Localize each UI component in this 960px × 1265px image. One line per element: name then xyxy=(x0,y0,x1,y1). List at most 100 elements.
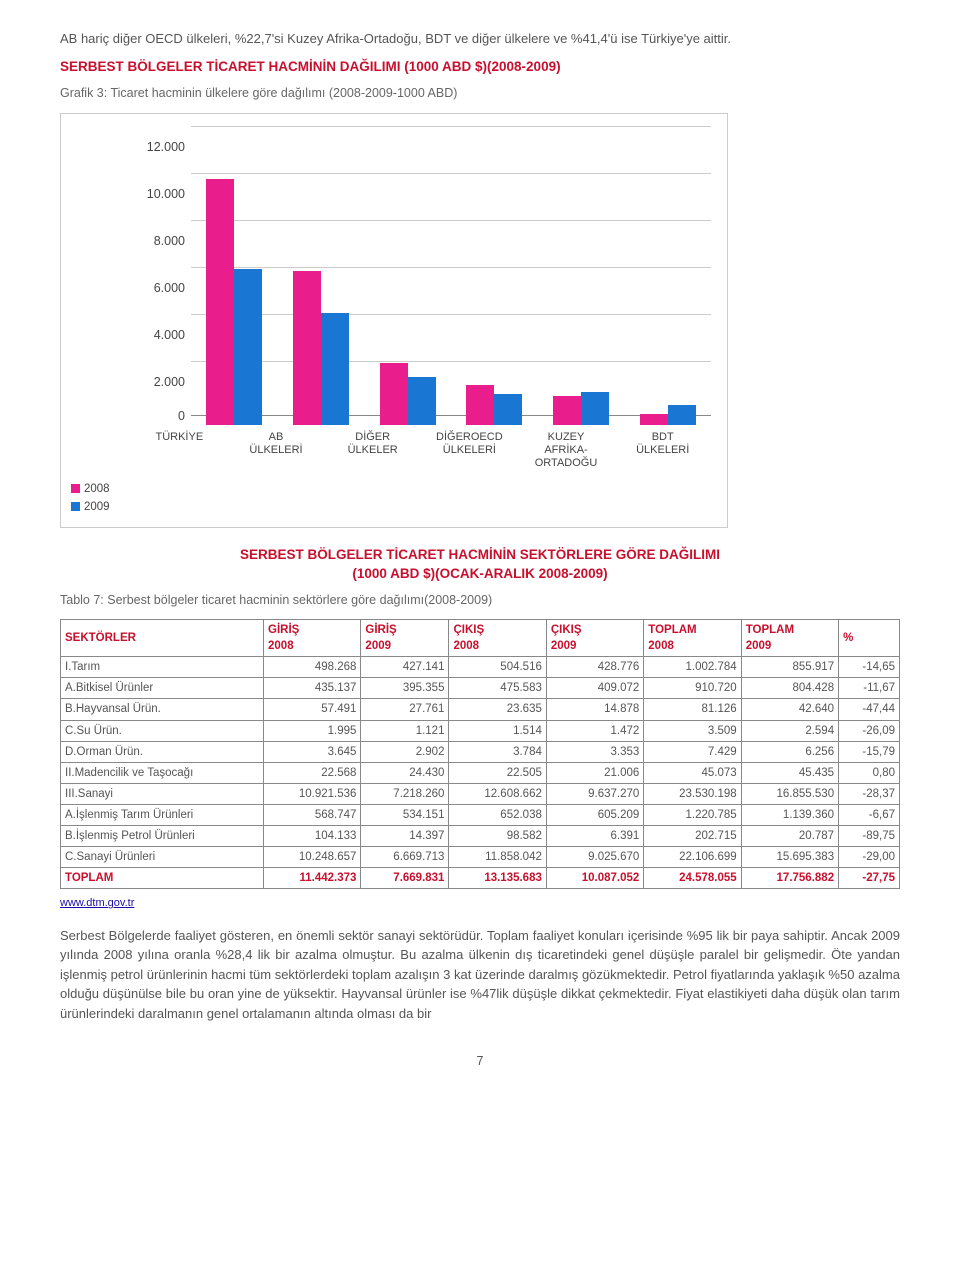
table-row: I.Tarım498.268427.141504.516428.7761.002… xyxy=(61,657,900,678)
value-cell: 409.072 xyxy=(546,678,643,699)
y-tick-label: 6.000 xyxy=(131,280,191,298)
chart-legend: 20082009 xyxy=(71,479,125,517)
value-cell: 475.583 xyxy=(449,678,546,699)
sector-table: SEKTÖRLERGİRİŞ2008GİRİŞ2009ÇIKIŞ2008ÇIKI… xyxy=(60,619,900,889)
table-header: % xyxy=(839,620,900,657)
table-heading-line2: (1000 ABD $)(OCAK-ARALIK 2008-2009) xyxy=(352,566,607,581)
value-cell: 1.472 xyxy=(546,720,643,741)
bar-group xyxy=(278,271,365,425)
sector-name-cell: D.Orman Ürün. xyxy=(61,741,264,762)
value-cell: 504.516 xyxy=(449,657,546,678)
table-header: GİRİŞ2009 xyxy=(361,620,449,657)
value-cell: 21.006 xyxy=(546,762,643,783)
value-cell: 16.855.530 xyxy=(741,783,838,804)
legend-swatch xyxy=(71,502,80,511)
value-cell: 910.720 xyxy=(644,678,741,699)
value-cell: 605.209 xyxy=(546,804,643,825)
value-cell: 81.126 xyxy=(644,699,741,720)
value-cell: 98.582 xyxy=(449,826,546,847)
bar-2008 xyxy=(466,385,494,425)
value-cell: -89,75 xyxy=(839,826,900,847)
value-cell: 1.139.360 xyxy=(741,804,838,825)
bar-group xyxy=(364,363,451,425)
table-header: TOPLAM2008 xyxy=(644,620,741,657)
value-cell: 1.220.785 xyxy=(644,804,741,825)
table-row: D.Orman Ürün.3.6452.9023.7843.3537.4296.… xyxy=(61,741,900,762)
value-cell: 202.715 xyxy=(644,826,741,847)
total-value-cell: 11.442.373 xyxy=(264,868,361,889)
bar-group xyxy=(624,405,711,425)
sector-name-cell: B.Hayvansal Ürün. xyxy=(61,699,264,720)
value-cell: 6.256 xyxy=(741,741,838,762)
value-cell: 9.637.270 xyxy=(546,783,643,804)
chart-section-heading: SERBEST BÖLGELER TİCARET HACMİNİN DAĞILI… xyxy=(60,58,900,77)
value-cell: -29,00 xyxy=(839,847,900,868)
x-tick-label: KUZEYAFRİKA-ORTADOĞU xyxy=(518,431,615,471)
y-tick-label: 0 xyxy=(131,408,191,426)
sector-name-cell: C.Sanayi Ürünleri xyxy=(61,847,264,868)
value-cell: 498.268 xyxy=(264,657,361,678)
table-header: ÇIKIŞ2009 xyxy=(546,620,643,657)
bar-2008 xyxy=(640,414,668,425)
value-cell: 3.509 xyxy=(644,720,741,741)
bar-2009 xyxy=(408,377,436,425)
bar-group xyxy=(191,179,278,425)
bar-2009 xyxy=(321,313,349,425)
value-cell: 2.902 xyxy=(361,741,449,762)
sector-name-cell: A.Bitkisel Ürünler xyxy=(61,678,264,699)
bar-2009 xyxy=(581,392,609,425)
legend-swatch xyxy=(71,484,80,493)
value-cell: 3.645 xyxy=(264,741,361,762)
value-cell: -26,09 xyxy=(839,720,900,741)
table-heading: SERBEST BÖLGELER TİCARET HACMİNİN SEKTÖR… xyxy=(60,546,900,584)
bar-group xyxy=(451,385,538,425)
value-cell: -14,65 xyxy=(839,657,900,678)
sector-name-cell: III.Sanayi xyxy=(61,783,264,804)
value-cell: 428.776 xyxy=(546,657,643,678)
value-cell: 1.002.784 xyxy=(644,657,741,678)
table-header: GİRİŞ2008 xyxy=(264,620,361,657)
value-cell: 14.397 xyxy=(361,826,449,847)
table-caption: Tablo 7: Serbest bölgeler ticaret hacmin… xyxy=(60,592,900,610)
value-cell: 6.669.713 xyxy=(361,847,449,868)
value-cell: 1.995 xyxy=(264,720,361,741)
value-cell: 7.218.260 xyxy=(361,783,449,804)
value-cell: 45.435 xyxy=(741,762,838,783)
table-row: B.Hayvansal Ürün.57.49127.76123.63514.87… xyxy=(61,699,900,720)
legend-item: 2008 xyxy=(71,481,125,497)
value-cell: 42.640 xyxy=(741,699,838,720)
value-cell: 57.491 xyxy=(264,699,361,720)
table-row: A.Bitkisel Ürünler435.137395.355475.5834… xyxy=(61,678,900,699)
value-cell: 22.505 xyxy=(449,762,546,783)
table-row: II.Madencilik ve Taşocağı22.56824.43022.… xyxy=(61,762,900,783)
page-number: 7 xyxy=(60,1053,900,1071)
sector-name-cell: B.İşlenmiş Petrol Ürünleri xyxy=(61,826,264,847)
value-cell: 10.248.657 xyxy=(264,847,361,868)
value-cell: 3.353 xyxy=(546,741,643,762)
value-cell: 435.137 xyxy=(264,678,361,699)
value-cell: 534.151 xyxy=(361,804,449,825)
value-cell: 10.921.536 xyxy=(264,783,361,804)
value-cell: 20.787 xyxy=(741,826,838,847)
value-cell: 2.594 xyxy=(741,720,838,741)
value-cell: 855.917 xyxy=(741,657,838,678)
value-cell: 27.761 xyxy=(361,699,449,720)
x-tick-label: TÜRKİYE xyxy=(131,431,228,471)
source-link[interactable]: www.dtm.gov.tr xyxy=(60,897,134,909)
total-value-cell: 24.578.055 xyxy=(644,868,741,889)
value-cell: -15,79 xyxy=(839,741,900,762)
x-tick-label: ABÜLKELERİ xyxy=(228,431,325,471)
value-cell: -11,67 xyxy=(839,678,900,699)
value-cell: 15.695.383 xyxy=(741,847,838,868)
value-cell: 395.355 xyxy=(361,678,449,699)
table-row: C.Sanayi Ürünleri10.248.6576.669.71311.8… xyxy=(61,847,900,868)
value-cell: 104.133 xyxy=(264,826,361,847)
value-cell: 23.530.198 xyxy=(644,783,741,804)
value-cell: 14.878 xyxy=(546,699,643,720)
bar-chart: 12.00010.0008.0006.0004.0002.0000 TÜRKİY… xyxy=(60,113,728,528)
chart-caption: Grafik 3: Ticaret hacminin ülkelere göre… xyxy=(60,85,900,103)
value-cell: 9.025.670 xyxy=(546,847,643,868)
x-tick-label: DİĞERÜLKELER xyxy=(324,431,421,471)
value-cell: 1.121 xyxy=(361,720,449,741)
bar-2008 xyxy=(553,396,581,425)
